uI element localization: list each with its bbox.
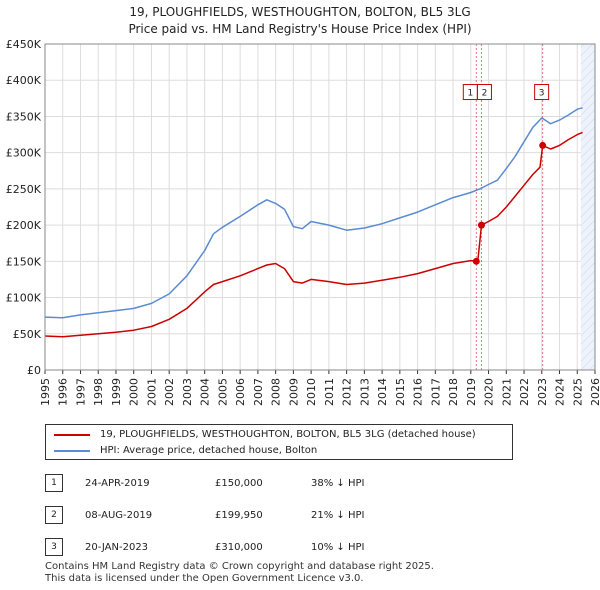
x-tick-label: 2023 — [536, 378, 549, 406]
sale-number: 1 — [45, 474, 63, 492]
footer-copyright: Contains HM Land Registry data © Crown c… — [45, 561, 434, 572]
sale-row: 1 24-APR-2019 £150,000 38% ↓ HPI — [45, 474, 465, 492]
x-tick-label: 2006 — [234, 378, 247, 406]
chart-title-block: 19, PLOUGHFIELDS, WESTHOUGHTON, BOLTON, … — [0, 4, 600, 38]
y-tick-label: £400K — [6, 74, 42, 87]
axes: £0 £50K £100K £150K £200K £250K £300K £350K £400… — [6, 38, 600, 406]
x-tick-label: 2009 — [287, 378, 300, 406]
y-tick-label: £0 — [27, 364, 41, 377]
sale-row: 2 08-AUG-2019 £199,950 21% ↓ HPI — [45, 506, 465, 524]
x-tick-label: 2000 — [128, 378, 141, 406]
transaction-marker — [472, 257, 480, 265]
sale-row: 3 20-JAN-2023 £310,000 10% ↓ HPI — [45, 538, 465, 556]
plot-area — [45, 44, 595, 370]
x-tick-label: 2019 — [465, 378, 478, 406]
x-tick-label: 2007 — [252, 378, 265, 406]
series-lines — [44, 107, 583, 338]
x-tick-label: 2026 — [589, 378, 600, 406]
x-tick-label: 2012 — [341, 378, 354, 406]
plot-frame — [44, 43, 596, 371]
y-tick-label: £450K — [6, 38, 42, 51]
sale-number: 2 — [45, 506, 63, 524]
y-tick-label: £200K — [6, 219, 42, 232]
sale-hpi-diff: 10% ↓ HPI — [311, 542, 365, 553]
x-tick-label: 2025 — [571, 378, 584, 406]
x-tick-label: 2005 — [216, 378, 229, 406]
sale-price: £150,000 — [215, 478, 263, 489]
sale-hpi-diff: 21% ↓ HPI — [311, 510, 365, 521]
x-tick-label: 2014 — [376, 378, 389, 406]
legend-label-property: 19, PLOUGHFIELDS, WESTHOUGHTON, BOLTON, … — [100, 429, 476, 440]
transaction-label: 1 — [467, 89, 473, 99]
y-tick-label: £350K — [6, 110, 42, 123]
y-tick-label: £50K — [13, 328, 42, 341]
x-tick-label: 1996 — [57, 378, 70, 406]
sale-date: 24-APR-2019 — [85, 478, 150, 489]
transaction-label: 2 — [482, 89, 488, 99]
x-tick-label: 2002 — [163, 378, 176, 406]
y-tick-label: £150K — [6, 255, 42, 268]
chart-title: 19, PLOUGHFIELDS, WESTHOUGHTON, BOLTON, … — [129, 5, 471, 19]
forecast-hatch — [580, 44, 595, 370]
x-tick-label: 2018 — [447, 378, 460, 406]
transaction-marker — [477, 221, 485, 229]
x-tick-label: 2020 — [483, 378, 496, 406]
sale-price: £310,000 — [215, 542, 263, 553]
x-tick-label: 2001 — [145, 378, 158, 406]
x-tick-label: 2022 — [518, 378, 531, 406]
x-tick-label: 2016 — [412, 378, 425, 406]
legend-swatch-property — [54, 434, 90, 436]
x-tick-label: 1998 — [92, 378, 105, 406]
x-tick-label: 2010 — [305, 378, 318, 406]
footer: Contains HM Land Registry data © Crown c… — [45, 561, 434, 585]
transaction-box — [476, 84, 492, 101]
legend-label-hpi: HPI: Average price, detached house, Bolt… — [100, 445, 318, 456]
y-tick-label: £100K — [6, 292, 42, 305]
x-tick-label: 1997 — [74, 378, 87, 406]
x-tick-label: 2008 — [270, 378, 283, 406]
x-tick-label: 1999 — [110, 378, 123, 406]
transaction-label: 3 — [539, 89, 545, 99]
footer-licence: This data is licensed under the Open Gov… — [45, 573, 364, 584]
x-tick-label: 2011 — [323, 378, 336, 406]
sale-price: £199,950 — [215, 510, 263, 521]
x-tick-label: 2024 — [554, 378, 567, 406]
legend: 19, PLOUGHFIELDS, WESTHOUGHTON, BOLTON, … — [45, 424, 513, 460]
chart-subtitle: Price paid vs. HM Land Registry's House … — [128, 22, 472, 36]
transaction-marker — [539, 141, 547, 149]
transaction-box — [534, 84, 550, 101]
x-tick-label: 1995 — [39, 378, 52, 406]
series-line — [44, 131, 583, 338]
legend-swatch-hpi — [54, 450, 90, 452]
grid — [44, 43, 596, 371]
x-tick-label: 2015 — [394, 378, 407, 406]
x-tick-label: 2021 — [500, 378, 513, 406]
forecast-region — [580, 44, 595, 370]
x-tick-label: 2003 — [181, 378, 194, 406]
y-tick-label: £300K — [6, 147, 42, 160]
x-tick-label: 2013 — [358, 378, 371, 406]
y-tick-label: £250K — [6, 183, 42, 196]
sale-date: 08-AUG-2019 — [85, 510, 153, 521]
x-tick-label: 2017 — [429, 378, 442, 406]
sale-date: 20-JAN-2023 — [85, 542, 149, 553]
series-line — [44, 107, 583, 319]
x-tick-label: 2004 — [199, 378, 212, 406]
sale-number: 3 — [45, 538, 63, 556]
sale-hpi-diff: 38% ↓ HPI — [311, 478, 365, 489]
